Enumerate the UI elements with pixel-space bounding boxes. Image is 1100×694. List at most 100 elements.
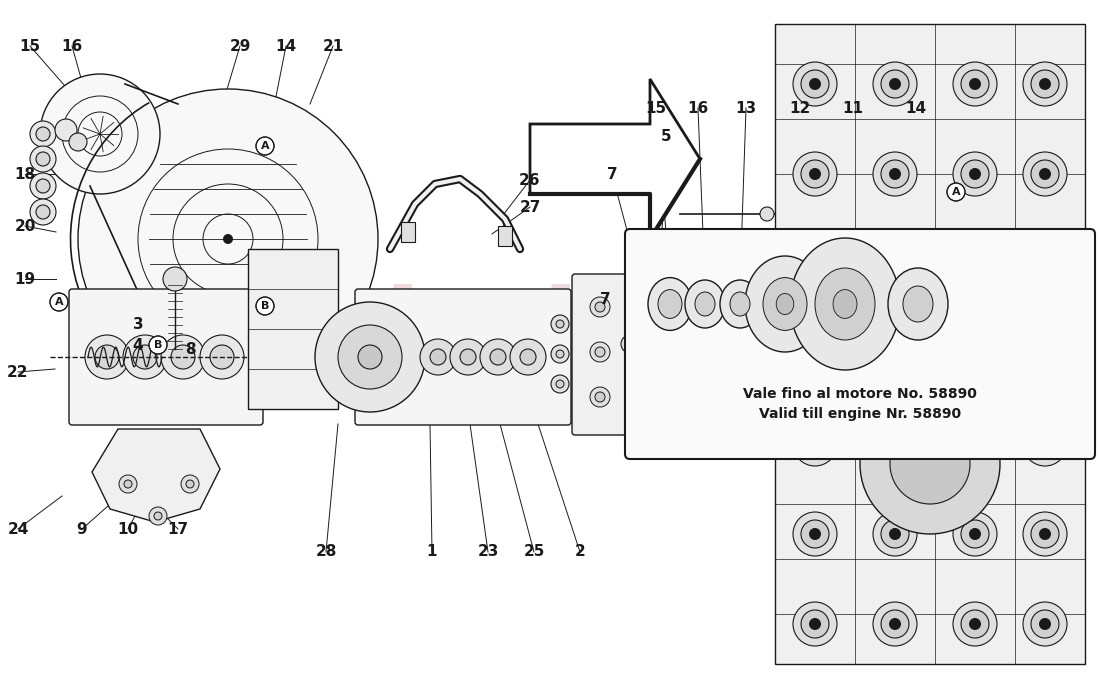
Circle shape [881, 520, 909, 548]
Circle shape [1040, 168, 1050, 180]
Ellipse shape [903, 286, 933, 322]
Circle shape [873, 602, 917, 646]
Bar [402, 222, 415, 242]
Circle shape [170, 345, 195, 369]
Circle shape [881, 160, 909, 188]
Circle shape [640, 387, 660, 407]
Circle shape [661, 270, 679, 288]
FancyBboxPatch shape [355, 289, 571, 425]
Circle shape [50, 293, 68, 311]
Circle shape [873, 422, 917, 466]
Circle shape [1023, 152, 1067, 196]
Circle shape [961, 520, 989, 548]
Circle shape [1040, 258, 1050, 270]
Circle shape [695, 302, 705, 312]
Circle shape [148, 336, 167, 354]
Circle shape [953, 152, 997, 196]
Circle shape [969, 348, 981, 360]
Text: 18: 18 [14, 167, 35, 182]
Circle shape [1031, 610, 1059, 638]
FancyBboxPatch shape [69, 289, 263, 425]
Circle shape [338, 325, 402, 389]
Text: 7: 7 [600, 291, 610, 307]
Text: 4: 4 [133, 337, 143, 353]
Circle shape [801, 340, 829, 368]
Circle shape [889, 78, 901, 90]
Ellipse shape [815, 268, 875, 340]
Text: B: B [154, 340, 162, 350]
Circle shape [148, 507, 167, 525]
Circle shape [200, 335, 244, 379]
Circle shape [510, 339, 546, 375]
Text: 15: 15 [20, 38, 41, 53]
Text: 21: 21 [322, 38, 343, 53]
Circle shape [969, 438, 981, 450]
Circle shape [808, 258, 821, 270]
Circle shape [163, 267, 187, 291]
Circle shape [95, 345, 119, 369]
Circle shape [161, 335, 205, 379]
Circle shape [621, 335, 639, 353]
Text: 12: 12 [790, 101, 811, 115]
Circle shape [961, 610, 989, 638]
Circle shape [881, 250, 909, 278]
Circle shape [695, 347, 705, 357]
Circle shape [889, 168, 901, 180]
Circle shape [889, 618, 901, 630]
Circle shape [640, 297, 660, 317]
FancyBboxPatch shape [625, 229, 1094, 459]
Circle shape [36, 179, 50, 193]
Circle shape [556, 380, 564, 388]
Circle shape [69, 133, 87, 151]
Circle shape [30, 199, 56, 225]
Circle shape [36, 127, 50, 141]
Circle shape [182, 475, 199, 493]
Text: A: A [55, 297, 64, 307]
Ellipse shape [745, 256, 825, 352]
Circle shape [793, 152, 837, 196]
Text: 14: 14 [275, 38, 297, 53]
Circle shape [961, 340, 989, 368]
Circle shape [1040, 618, 1050, 630]
Circle shape [793, 242, 837, 286]
Circle shape [85, 335, 129, 379]
Text: 24: 24 [8, 521, 29, 536]
Circle shape [873, 152, 917, 196]
Circle shape [551, 315, 569, 333]
Circle shape [953, 242, 997, 286]
Circle shape [953, 422, 997, 466]
Circle shape [793, 422, 837, 466]
Circle shape [760, 272, 774, 286]
Text: A: A [952, 187, 960, 197]
Circle shape [520, 349, 536, 365]
Circle shape [420, 339, 456, 375]
Circle shape [1031, 340, 1059, 368]
Circle shape [947, 183, 965, 201]
Circle shape [881, 340, 909, 368]
Text: 14: 14 [905, 101, 926, 115]
Circle shape [595, 347, 605, 357]
Circle shape [36, 152, 50, 166]
Circle shape [889, 258, 901, 270]
Circle shape [1023, 602, 1067, 646]
Text: 8: 8 [185, 341, 196, 357]
Text: 22: 22 [8, 364, 29, 380]
Circle shape [745, 347, 755, 357]
Circle shape [36, 205, 50, 219]
Circle shape [808, 348, 821, 360]
Ellipse shape [730, 292, 750, 316]
Text: 11: 11 [843, 101, 864, 115]
Circle shape [690, 387, 710, 407]
Circle shape [793, 512, 837, 556]
Text: 20: 20 [14, 219, 35, 233]
Circle shape [969, 258, 981, 270]
Text: scuderia: scuderia [140, 284, 640, 384]
Circle shape [881, 430, 909, 458]
Circle shape [256, 297, 274, 315]
Circle shape [430, 349, 446, 365]
Circle shape [1040, 528, 1050, 540]
Circle shape [953, 602, 997, 646]
Circle shape [1031, 430, 1059, 458]
Circle shape [740, 342, 760, 362]
Circle shape [133, 345, 157, 369]
